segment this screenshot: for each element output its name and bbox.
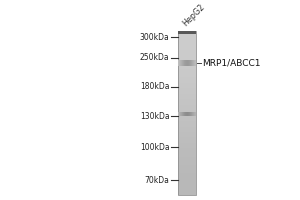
Bar [178,170,196,173]
Bar [178,69,196,72]
Bar [178,132,196,135]
Bar [178,56,196,58]
Bar [178,184,196,187]
Bar [178,137,196,140]
Bar [178,94,196,97]
Bar [178,64,196,67]
Bar [178,31,196,34]
Text: 70kDa: 70kDa [145,176,169,185]
Bar [178,107,196,110]
Bar [178,159,196,162]
Bar [178,47,196,50]
Bar [178,67,196,69]
Bar [178,61,196,64]
Bar [178,192,196,195]
Text: HepG2: HepG2 [181,3,207,28]
Bar [178,36,196,39]
Bar [178,72,196,75]
Bar [178,75,196,77]
Bar [178,113,196,116]
Bar [178,129,196,132]
Text: 100kDa: 100kDa [140,143,170,152]
Bar [178,178,196,181]
Text: MRP1/ABCC1: MRP1/ABCC1 [202,59,261,68]
Bar [178,181,196,184]
Bar [178,148,196,151]
Bar [178,151,196,154]
Bar [178,154,196,157]
Bar [178,189,196,192]
Bar [178,58,196,61]
Text: 250kDa: 250kDa [140,53,170,62]
Bar [178,31,196,195]
Bar [178,165,196,167]
Bar [178,102,196,105]
Bar [178,97,196,99]
Bar [178,157,196,159]
Bar [178,53,196,56]
Bar [178,176,196,178]
Bar [178,86,196,88]
Bar [178,80,196,83]
Bar [178,167,196,170]
Bar [178,91,196,94]
Bar [178,88,196,91]
Bar [178,127,196,129]
Text: 300kDa: 300kDa [140,33,170,42]
Bar [178,121,196,124]
Bar [178,187,196,189]
Bar [178,42,196,45]
Bar [178,34,196,36]
Bar [178,162,196,165]
Bar [178,31,196,34]
Bar [178,83,196,86]
Bar [178,116,196,118]
Bar [178,110,196,113]
Bar [178,173,196,176]
Bar [178,99,196,102]
Bar [178,124,196,127]
Bar [178,118,196,121]
Bar [178,105,196,107]
Bar [178,39,196,42]
Bar [178,50,196,53]
Text: 180kDa: 180kDa [140,82,170,91]
Bar [178,45,196,47]
Bar [178,140,196,143]
Bar [178,146,196,148]
Text: 130kDa: 130kDa [140,112,170,121]
Bar [178,143,196,146]
Bar [178,77,196,80]
Bar [178,135,196,137]
